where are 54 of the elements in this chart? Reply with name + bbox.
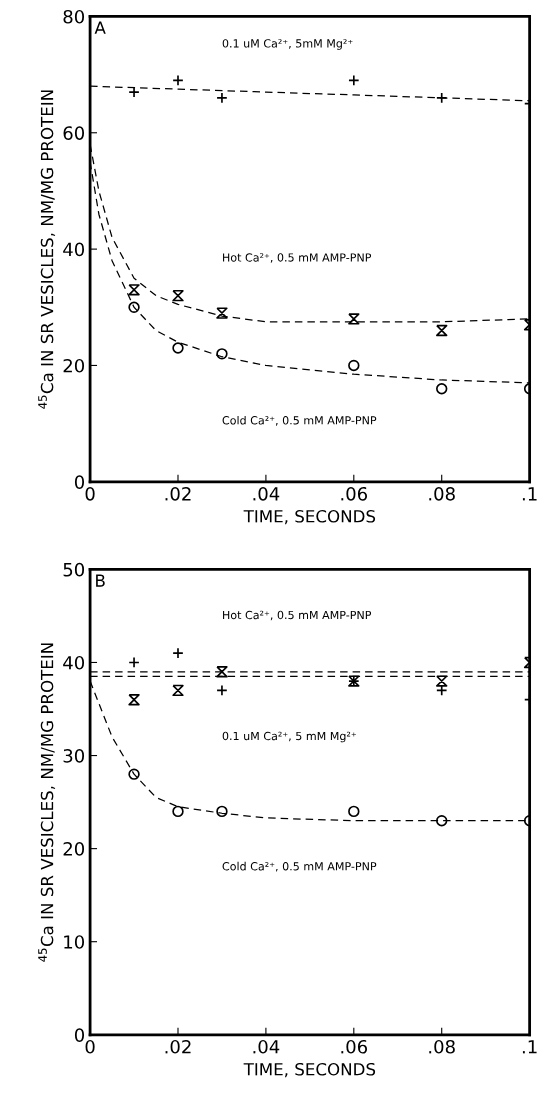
y-axis-title: $^{45}$Ca IN SR VESICLES, NM/MG PROTEIN bbox=[38, 643, 56, 962]
x-tick-label: .08 bbox=[429, 486, 455, 501]
point bbox=[216, 666, 228, 678]
point bbox=[128, 768, 140, 780]
y-tick-label: 20 bbox=[63, 358, 85, 373]
annotation: Hot Ca²⁺, 0.5 mM AMP-PNP bbox=[223, 610, 372, 621]
y-tick-label: 80 bbox=[63, 9, 85, 24]
x-tick-label: .1 bbox=[522, 1040, 537, 1054]
x-tick-label: .08 bbox=[429, 1039, 455, 1054]
point bbox=[172, 684, 184, 697]
x-tick-label: .04 bbox=[253, 1039, 280, 1054]
point bbox=[436, 383, 448, 395]
point bbox=[128, 301, 140, 313]
y-axis-title: $^{45}$Ca IN SR VESICLES, NM/MG PROTEIN bbox=[38, 90, 56, 409]
y-tick-label: 40 bbox=[63, 655, 85, 670]
point bbox=[172, 805, 184, 818]
annotation: Cold Ca²⁺, 0.5 mM AMP-PNP bbox=[222, 861, 377, 872]
x-tick-label: .1 bbox=[522, 487, 537, 501]
y-tick-label: 60 bbox=[63, 126, 85, 140]
point bbox=[216, 348, 228, 360]
chart-title: B bbox=[96, 574, 105, 587]
annotation: Cold Ca²⁺, 0.5 mM AMP-PNP bbox=[222, 415, 377, 426]
y-tick-label: 0 bbox=[74, 475, 85, 489]
x-tick-label: 0 bbox=[85, 486, 95, 501]
point bbox=[128, 284, 140, 296]
point bbox=[436, 324, 448, 337]
point bbox=[172, 289, 184, 302]
x-tick-label: .02 bbox=[165, 1039, 191, 1054]
point bbox=[436, 815, 448, 827]
point bbox=[128, 694, 140, 706]
y-tick-label: 0 bbox=[74, 1028, 85, 1042]
point bbox=[216, 307, 228, 319]
y-tick-label: 50 bbox=[63, 562, 85, 577]
y-tick-label: 10 bbox=[64, 935, 85, 949]
x-tick-label: .04 bbox=[253, 486, 280, 501]
annotation: Hot Ca²⁺, 0.5 mM AMP-PNP bbox=[223, 253, 372, 263]
annotation: 0.1 uM Ca²⁺, 5 mM Mg²⁺ bbox=[222, 731, 357, 743]
point bbox=[216, 805, 228, 818]
x-tick-label: .06 bbox=[341, 486, 368, 501]
point bbox=[172, 342, 184, 354]
point bbox=[348, 805, 360, 818]
x-tick-label: .02 bbox=[165, 486, 191, 501]
y-tick-label: 40 bbox=[63, 242, 85, 257]
x-axis-title: TIME, SECONDS bbox=[243, 1062, 376, 1078]
point bbox=[436, 675, 448, 687]
x-axis-title: TIME, SECONDS bbox=[243, 509, 376, 525]
annotation: 0.1 uM Ca²⁺, 5mM Mg²⁺ bbox=[222, 39, 353, 50]
y-tick-label: 30 bbox=[63, 749, 85, 763]
x-tick-label: 0 bbox=[85, 1039, 95, 1054]
point bbox=[348, 359, 360, 372]
chart-title: A bbox=[94, 21, 106, 34]
x-tick-label: .06 bbox=[341, 1039, 368, 1054]
point bbox=[348, 313, 360, 325]
y-tick-label: 20 bbox=[63, 842, 85, 856]
